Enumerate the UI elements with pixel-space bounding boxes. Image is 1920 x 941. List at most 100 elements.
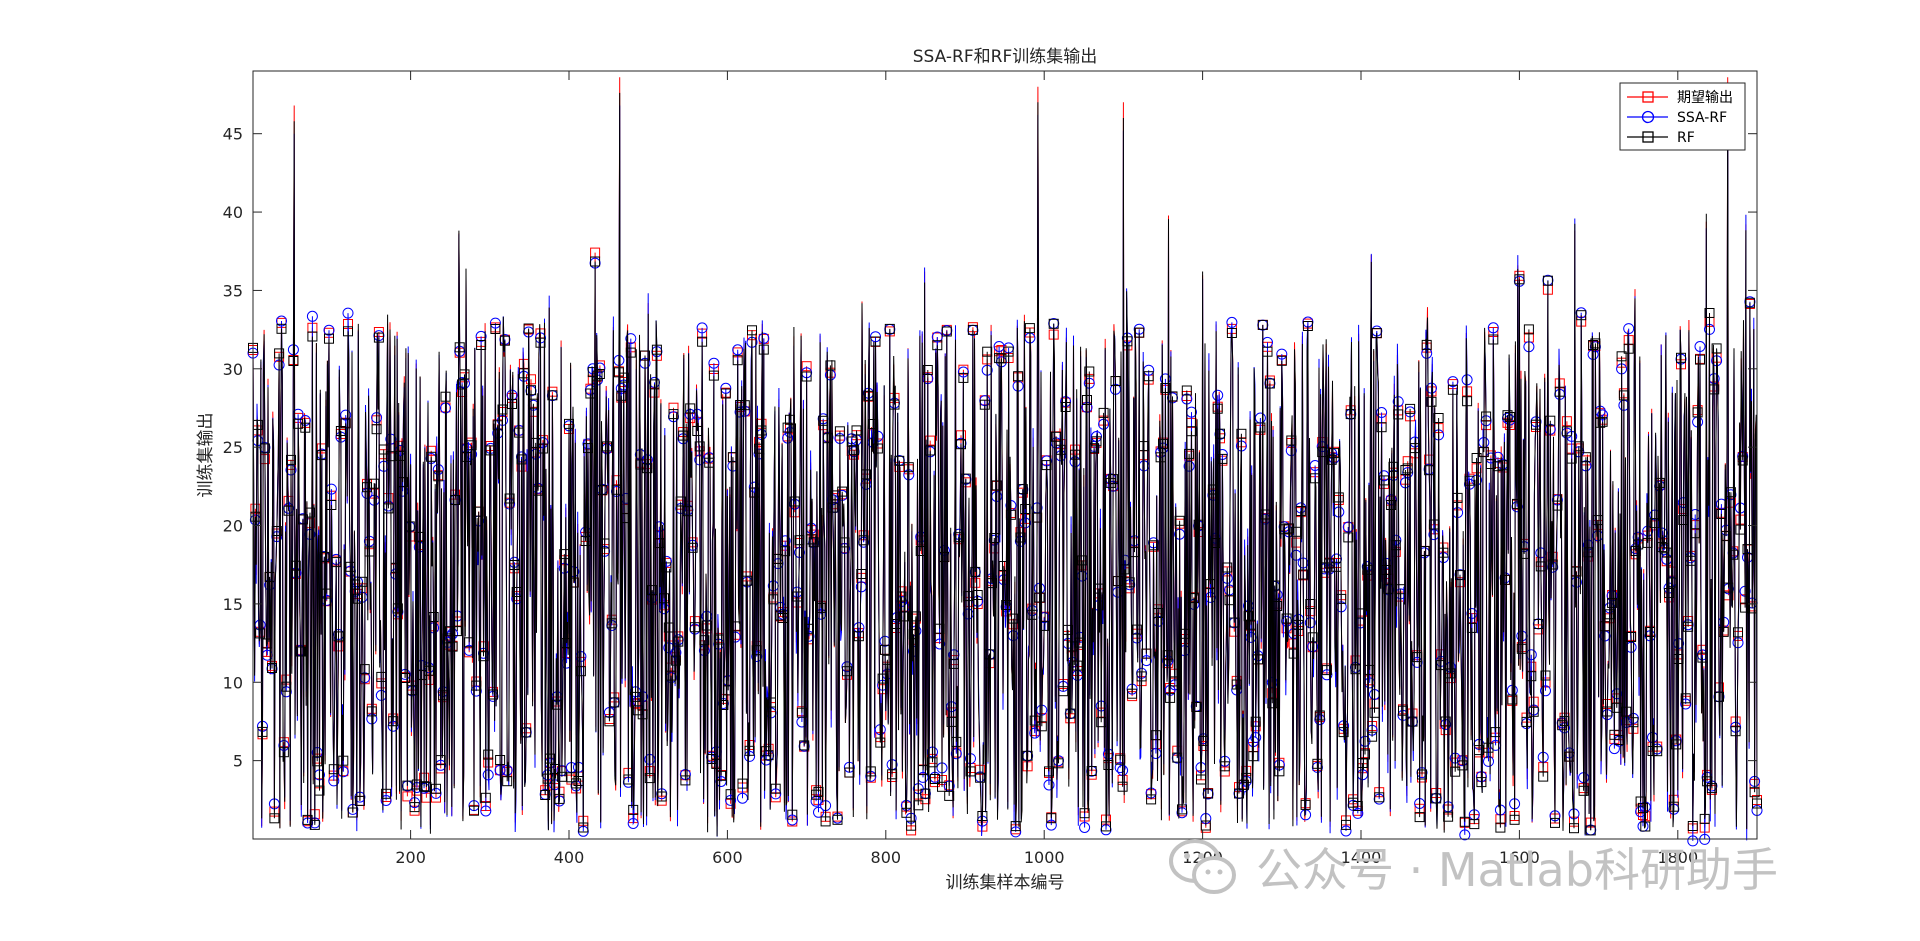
data-point — [1419, 546, 1430, 556]
data-point — [758, 332, 770, 344]
data-point — [345, 561, 356, 572]
data-point — [1310, 473, 1321, 484]
data-point — [801, 371, 812, 382]
data-point — [1103, 760, 1114, 770]
data-point — [1744, 297, 1755, 308]
data-point — [1409, 443, 1420, 454]
data-point — [1714, 691, 1724, 702]
legend-label-expected: 期望输出 — [1677, 90, 1733, 106]
y-tick-label: 35 — [223, 281, 243, 300]
data-point — [998, 561, 1009, 571]
data-point — [459, 369, 470, 380]
data-point — [725, 794, 737, 806]
data-point — [1174, 515, 1185, 526]
data-point — [1010, 826, 1022, 838]
data-point — [1618, 390, 1629, 401]
data-point — [654, 538, 665, 549]
data-point — [1005, 509, 1016, 520]
data-point — [1487, 322, 1499, 334]
data-point — [1136, 671, 1147, 682]
data-point — [1471, 453, 1482, 463]
data-point — [1483, 755, 1494, 767]
data-point — [773, 554, 784, 564]
data-point — [906, 820, 917, 831]
data-point — [407, 685, 418, 696]
data-point — [872, 443, 883, 454]
y-tick-label: 25 — [223, 438, 243, 457]
data-point — [628, 804, 639, 815]
data-point — [1329, 448, 1340, 459]
data-point — [1592, 515, 1603, 526]
data-point — [1288, 648, 1299, 659]
legend-entry-expected: 期望输出 — [1627, 90, 1733, 106]
data-point — [931, 331, 943, 343]
data-point — [518, 368, 529, 379]
data-point — [815, 602, 826, 613]
data-point — [1013, 371, 1024, 382]
data-point — [267, 663, 277, 673]
data-point — [832, 814, 843, 825]
data-point — [899, 611, 909, 622]
data-point — [718, 700, 729, 710]
wechat-icon — [1169, 839, 1236, 894]
data-point — [1074, 637, 1085, 648]
legend-label-ssa-rf: SSA-RF — [1677, 110, 1727, 126]
data-point — [1673, 654, 1684, 664]
data-point — [1003, 346, 1014, 357]
data-point — [324, 333, 334, 344]
data-point — [1481, 411, 1492, 422]
data-point — [901, 807, 912, 818]
data-point — [1728, 549, 1739, 560]
y-tick-label: 15 — [223, 595, 243, 614]
data-point — [1210, 538, 1221, 548]
data-point — [1051, 431, 1062, 442]
data-point — [1443, 811, 1454, 822]
data-point — [1740, 602, 1751, 613]
x-tick-label: 1600 — [1499, 848, 1540, 867]
data-point — [428, 612, 439, 622]
data-point — [511, 587, 522, 597]
data-point — [1262, 346, 1273, 357]
data-point — [956, 439, 966, 450]
data-point — [1597, 416, 1608, 427]
data-point — [371, 424, 382, 435]
watermark: 公众号 · Matlab科研助手 — [1168, 832, 1880, 902]
data-point — [1222, 562, 1233, 573]
data-point — [507, 399, 517, 409]
data-point — [1676, 352, 1686, 363]
plot-area — [247, 77, 1763, 847]
data-point — [682, 506, 693, 517]
data-point — [1464, 475, 1475, 486]
data-point — [739, 400, 750, 411]
data-point — [1626, 632, 1637, 642]
data-point — [342, 307, 354, 319]
data-point — [530, 437, 541, 448]
data-point — [842, 666, 852, 677]
data-point — [388, 716, 399, 727]
data-point — [502, 776, 513, 787]
legend-entry-ssa-rf: SSA-RF — [1627, 110, 1727, 126]
data-point — [663, 622, 674, 633]
data-point — [1638, 802, 1648, 813]
data-point — [889, 399, 900, 410]
data-point — [381, 788, 392, 799]
data-point — [1082, 395, 1092, 405]
data-point — [908, 629, 919, 640]
data-point — [362, 482, 372, 493]
data-point — [659, 593, 669, 604]
data-point — [568, 577, 579, 588]
data-point — [1369, 707, 1380, 718]
data-point — [290, 560, 301, 571]
data-point — [433, 471, 444, 482]
data-point — [1607, 597, 1618, 608]
data-point — [882, 654, 893, 665]
x-tick-label: 400 — [554, 848, 585, 867]
data-point — [1645, 627, 1656, 637]
data-point — [794, 535, 805, 546]
data-point — [1459, 829, 1471, 841]
data-point — [925, 445, 936, 456]
data-point — [312, 756, 323, 767]
data-point — [649, 379, 660, 390]
data-point — [666, 670, 677, 681]
data-point — [590, 256, 601, 267]
